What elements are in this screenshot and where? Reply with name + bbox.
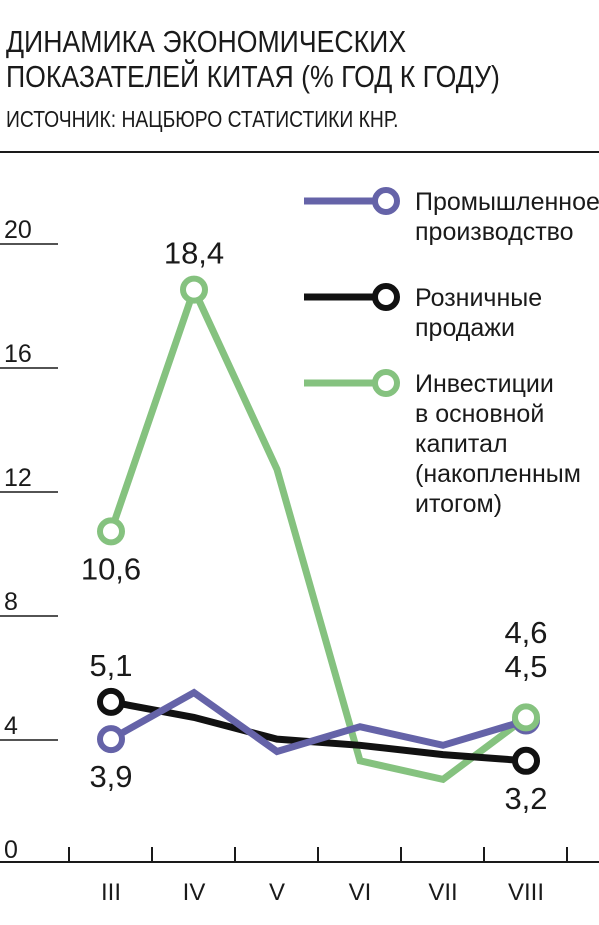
legend-marker	[372, 187, 400, 215]
x-tick-label: VII	[428, 879, 457, 906]
legend-label: итогом)	[415, 490, 502, 518]
series-line-0	[109, 688, 528, 756]
data-label: 3,9	[89, 759, 132, 794]
y-tick-label: 20	[4, 216, 32, 244]
data-labels: 3,9 5,1 3,2 10,6 18,4 4,64,5	[81, 236, 548, 816]
y-tick-label: 8	[4, 588, 18, 616]
legend-label: Промышленное	[415, 188, 599, 216]
series-point-marker	[97, 687, 125, 716]
y-axis: 0 4 8 12 16 20	[0, 216, 58, 864]
x-tick-label: III	[101, 879, 121, 906]
legend-marker	[372, 369, 400, 397]
x-tick-label: VI	[349, 879, 372, 906]
x-tick-label: VIII	[508, 879, 544, 906]
data-label: 4,6	[504, 615, 547, 650]
legend-label: в основной	[415, 400, 544, 428]
legend-label: капитал	[415, 430, 508, 458]
legend-label: производство	[415, 218, 574, 246]
series-line-2	[107, 280, 529, 784]
data-label: 5,1	[89, 648, 132, 683]
data-label: 10,6	[81, 551, 141, 586]
series-point-marker	[180, 275, 208, 304]
y-tick-label: 0	[4, 836, 18, 864]
chart-title-line-2: ПОКАЗАТЕЛЕЙ КИТАЯ (% ГОД К ГОДУ)	[6, 59, 500, 94]
chart-title: ДИНАМИКА ЭКОНОМИЧЕСКИХ ПОКАЗАТЕЛЕЙ КИТАЯ…	[6, 24, 513, 94]
series-point-marker	[97, 725, 125, 754]
legend-label: Розничные	[415, 284, 542, 312]
chart-title-line-1: ДИНАМИКА ЭКОНОМИЧЕСКИХ	[6, 24, 407, 59]
title-divider	[0, 151, 599, 153]
y-tick-label: 16	[4, 340, 32, 368]
data-label: 18,4	[164, 236, 224, 271]
legend-label: продажи	[415, 314, 515, 342]
y-tick-label: 4	[4, 712, 18, 740]
legend-label: Инвестиции	[415, 370, 554, 398]
series-point-marker	[97, 517, 125, 546]
series-point-marker	[512, 703, 540, 732]
chart-subtitle: ИСТОЧНИК: НАЦБЮРО СТАТИСТИКИ КНР.	[6, 106, 399, 132]
legend-label: (накопленным	[415, 460, 581, 488]
x-axis: III IV V VI VII VIII	[0, 847, 599, 906]
y-tick-label: 12	[4, 464, 32, 492]
x-tick-label: V	[269, 879, 285, 906]
data-label: 4,5	[504, 649, 547, 684]
data-label: 3,2	[504, 781, 547, 816]
series-line-1	[110, 698, 527, 765]
series-group	[97, 275, 540, 784]
legend-marker	[372, 283, 400, 311]
series-point-marker	[512, 746, 540, 775]
x-tick-label: IV	[183, 879, 206, 906]
